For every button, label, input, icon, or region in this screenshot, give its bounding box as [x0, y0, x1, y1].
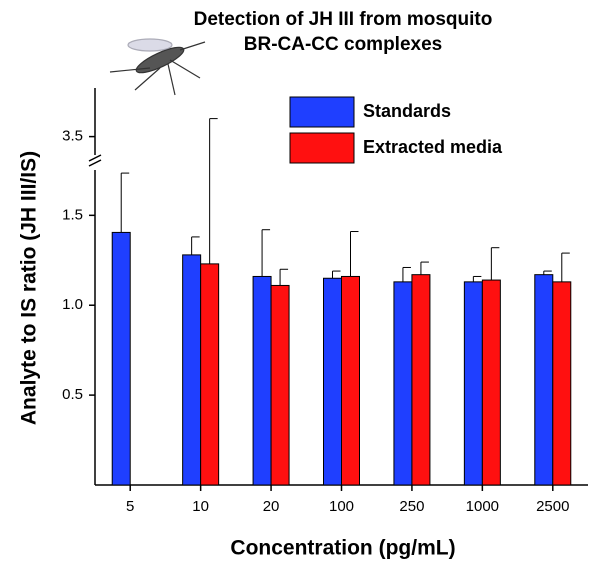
bar	[393, 281, 413, 486]
bar	[252, 275, 272, 486]
axis-break	[88, 154, 102, 162]
legend-swatch	[289, 96, 355, 128]
bar	[182, 254, 202, 486]
mosquito-icon	[109, 38, 206, 96]
axis-break	[88, 159, 102, 167]
x-axis-label: Concentration (pg/mL)	[230, 537, 455, 560]
x-tick-label: 5	[126, 498, 134, 515]
bar	[411, 274, 431, 486]
x-tick-label: 1000	[466, 498, 499, 515]
legend-label: Extracted media	[363, 137, 503, 157]
legend-label: Standards	[363, 101, 451, 121]
x-tick-label: 100	[329, 498, 354, 515]
bar	[200, 263, 220, 486]
legend-swatch	[289, 132, 355, 164]
bar	[323, 277, 342, 486]
bar	[552, 281, 572, 486]
x-tick-label: 20	[263, 498, 280, 515]
bar	[534, 274, 554, 486]
chart-subtitle: BR-CA-CC complexes	[244, 34, 442, 55]
y-tick-label: 1.5	[62, 206, 83, 223]
bar	[463, 281, 483, 486]
y-tick-label: 3.5	[62, 128, 83, 145]
chart-title: Detection of JH III from mosquito	[194, 9, 493, 30]
x-tick-label: 2500	[536, 498, 569, 515]
x-tick-label: 10	[192, 498, 209, 515]
x-tick-label: 250	[399, 498, 424, 515]
bar	[481, 279, 501, 486]
bar	[341, 275, 360, 486]
y-axis-label: Analyte to IS ratio (JH III/IS)	[18, 151, 41, 425]
bar	[111, 231, 131, 486]
y-tick-label: 1.0	[62, 296, 83, 313]
y-tick-label: 0.5	[62, 386, 83, 403]
bar	[270, 284, 290, 486]
